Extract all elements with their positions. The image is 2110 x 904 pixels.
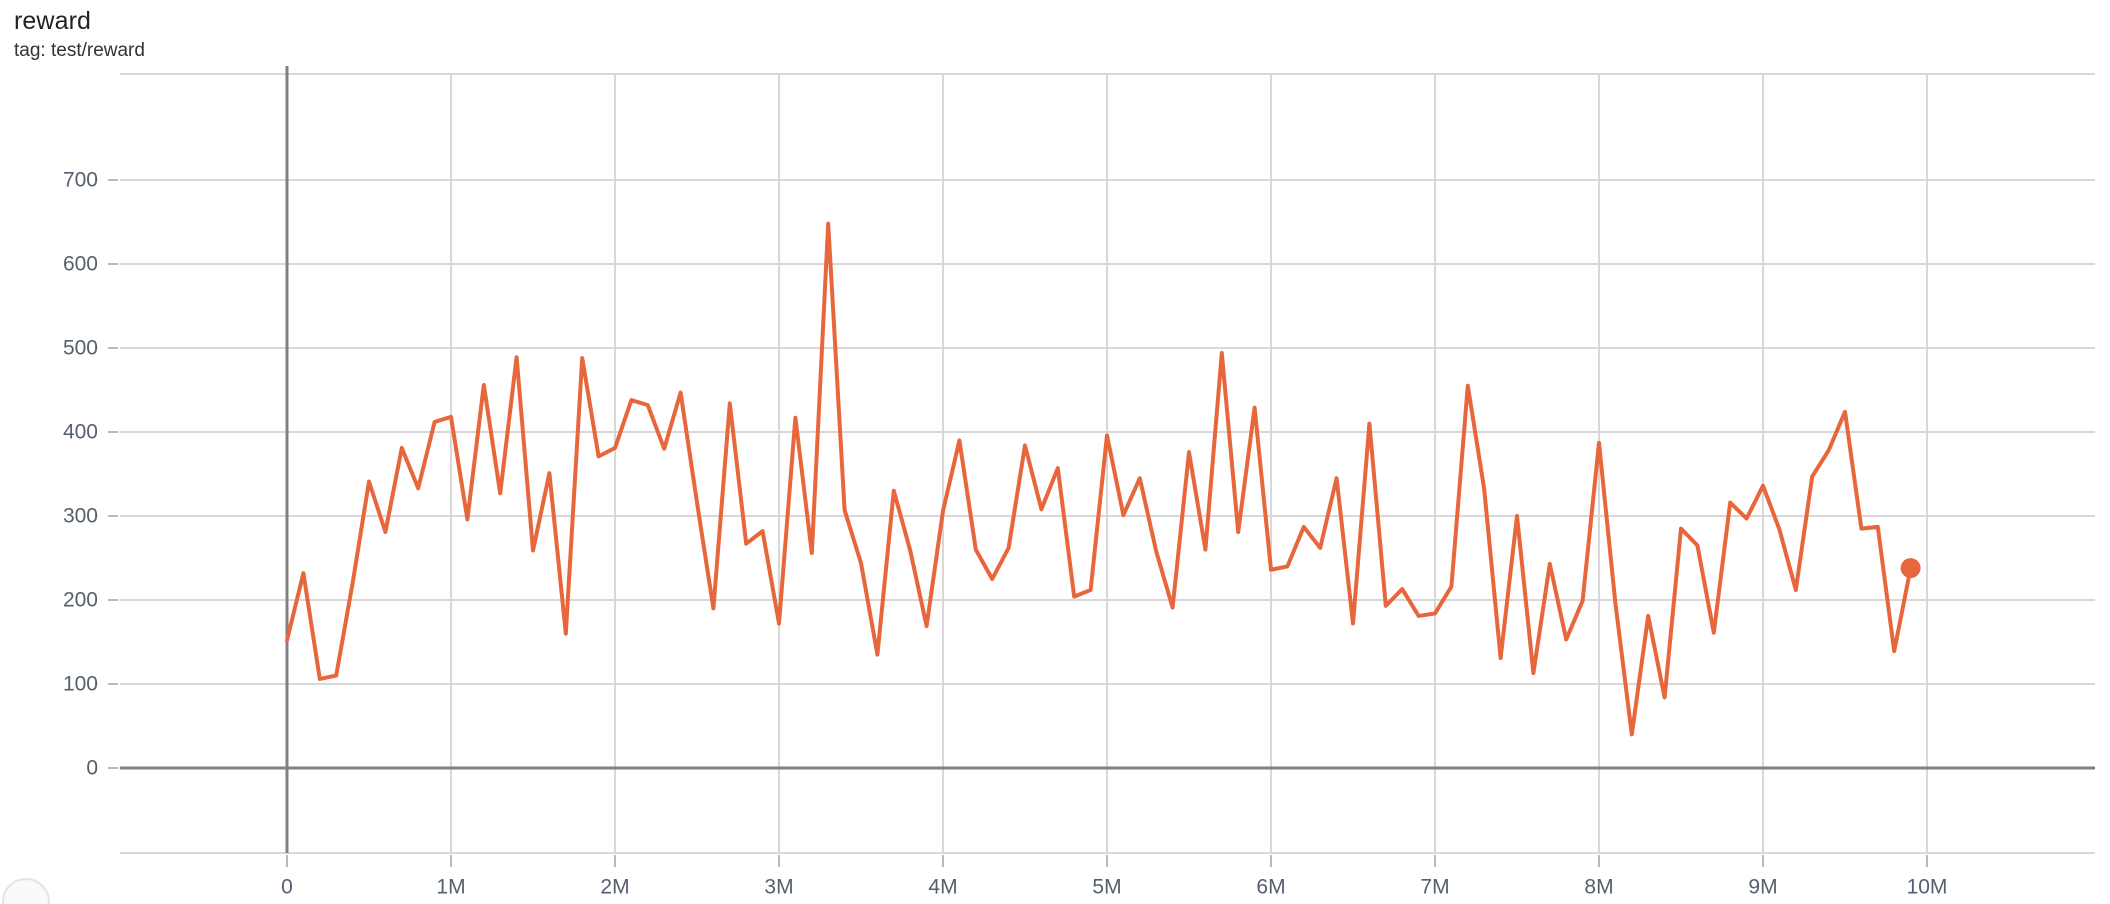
axis-lines <box>120 66 2095 853</box>
y-tick-label-700: 700 <box>63 169 98 192</box>
x-tick-label-6M: 6M <box>1256 875 1285 898</box>
x-axis-ticks: 0 1M 2M 3M 4M 5M 6M 7M 8M 9M 10M <box>281 855 1947 898</box>
line-chart-svg[interactable]: 0 100 200 300 400 500 600 700 0 1M 2M 3M 4M 5M 6M 7M 8M… <box>0 60 2110 904</box>
vertical-gridlines <box>120 74 2095 854</box>
page-title: reward <box>14 7 92 35</box>
y-axis-ticks: 0 100 200 300 400 500 600 700 <box>63 169 118 780</box>
y-tick-label-500: 500 <box>63 337 98 360</box>
x-tick-label-8M: 8M <box>1584 875 1613 898</box>
x-tick-label-1M: 1M <box>436 875 465 898</box>
x-tick-label-7M: 7M <box>1420 875 1449 898</box>
last-point-marker[interactable] <box>1900 558 1921 579</box>
last-point-dot[interactable] <box>1900 558 1921 579</box>
chart-area[interactable]: 0 100 200 300 400 500 600 700 0 1M 2M 3M 4M 5M 6M 7M 8M… <box>0 60 2110 904</box>
card-header: reward tag: test/reward <box>14 6 145 63</box>
x-tick-label-3M: 3M <box>764 875 793 898</box>
y-tick-label-200: 200 <box>63 589 98 612</box>
y-tick-label-100: 100 <box>63 673 98 696</box>
x-tick-label-0: 0 <box>281 875 293 898</box>
card-subtitle-tag: tag: test/reward <box>14 40 145 62</box>
x-tick-label-2M: 2M <box>600 875 629 898</box>
x-tick-label-9M: 9M <box>1748 875 1777 898</box>
y-tick-label-600: 600 <box>63 253 98 276</box>
series-line-0[interactable] <box>285 221 1913 737</box>
y-tick-label-300: 300 <box>63 505 98 528</box>
y-tick-label-0: 0 <box>86 757 98 780</box>
y-tick-label-400: 400 <box>63 421 98 444</box>
series-layer[interactable] <box>285 221 1913 737</box>
x-tick-label-5M: 5M <box>1092 875 1121 898</box>
x-tick-label-10M: 10M <box>1907 875 1948 898</box>
x-tick-label-4M: 4M <box>928 875 957 898</box>
